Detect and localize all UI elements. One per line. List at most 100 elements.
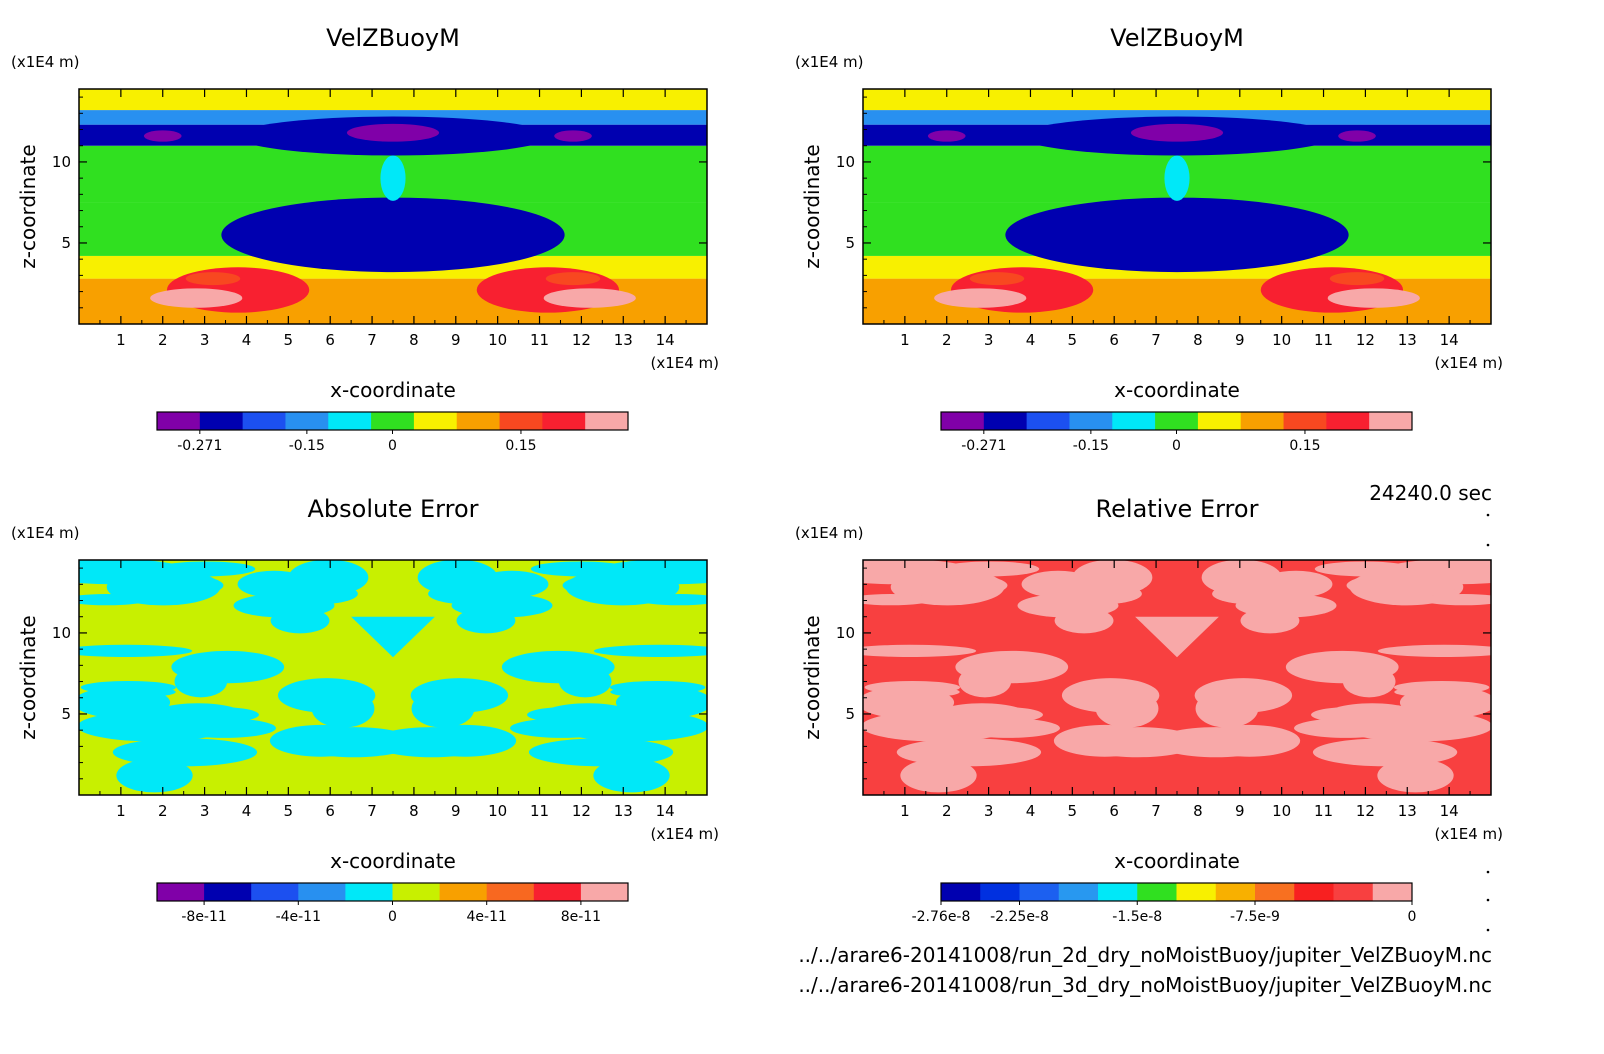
contour-field — [79, 560, 707, 795]
contour-patch-13-1 — [1346, 573, 1458, 598]
margin-dot — [1486, 543, 1490, 547]
contour-patch-6-1 — [1195, 689, 1259, 728]
y-tick-label: 10 — [836, 153, 855, 171]
colorbar-swatch — [413, 412, 458, 430]
chart-title: Absolute Error — [307, 495, 478, 523]
colorbar-swatch — [499, 412, 543, 430]
y-tick-label: 5 — [61, 705, 71, 723]
colorbar-swatch — [983, 412, 1028, 430]
colorbar-label: -0.271 — [961, 438, 1006, 454]
colorbar-swatch — [392, 883, 441, 901]
colorbar-swatch — [157, 883, 205, 901]
x-tick-label: 4 — [1026, 802, 1036, 820]
x-tick-label: 2 — [158, 331, 168, 349]
colorbar-swatch — [1112, 412, 1156, 430]
y-tick-label: 5 — [845, 705, 855, 723]
colorbar-swatch — [1240, 412, 1285, 430]
chart-panel-0: VelZBuoyM (x1E4 m) (x1E4 m) x-coordinate z-c… — [11, 24, 719, 454]
y-axis-label: z-coordinate — [16, 615, 40, 739]
contour-patch-12-0 — [156, 561, 256, 577]
colorbar-swatch — [1333, 883, 1374, 901]
x-tick-label: 7 — [1151, 331, 1161, 349]
colorbar-swatch — [456, 412, 501, 430]
colorbar-swatch — [1155, 412, 1199, 430]
colorbar-frame — [940, 882, 1413, 902]
x-tick-label: 5 — [1068, 802, 1078, 820]
contour-region-9 — [543, 288, 636, 308]
y-tick-label: 10 — [52, 624, 71, 642]
colorbar-label: -0.15 — [289, 438, 325, 454]
y-unit-label: (x1E4 m) — [11, 53, 80, 71]
colorbar-swatch — [204, 883, 252, 901]
colorbar-label: -8e-11 — [181, 909, 226, 925]
x-tick-label: 14 — [656, 331, 675, 349]
contour-field — [863, 89, 1491, 324]
x-tick-label: 6 — [1109, 802, 1119, 820]
chart-title: VelZBuoyM — [326, 24, 460, 52]
x-axis-label: x-coordinate — [330, 378, 456, 402]
x-tick-label: 1 — [900, 331, 910, 349]
contour-patch-18-0 — [1072, 560, 1153, 596]
x-tick-label: 1 — [116, 802, 126, 820]
contour-patch-13-0 — [896, 573, 1008, 598]
colorbar-swatch — [486, 883, 535, 901]
contour-patch-5-0 — [174, 665, 228, 698]
x-tick-label: 11 — [530, 331, 549, 349]
contour-patch-5-1 — [558, 665, 612, 698]
colorbar-swatch — [328, 412, 372, 430]
colorbar-label: -7.5e-9 — [1230, 909, 1280, 925]
contour-patch-18-1 — [1201, 560, 1282, 596]
contour-region-12 — [1164, 155, 1190, 201]
x-tick-label: 5 — [284, 331, 294, 349]
contour-patch-8-1 — [593, 644, 707, 657]
y-tick-label: 10 — [52, 153, 71, 171]
colorbar-label: 0 — [388, 438, 397, 454]
margin-dot — [1486, 513, 1490, 517]
contour-patch-17-1 — [1235, 593, 1337, 618]
colorbar-label: 0.15 — [1289, 438, 1320, 454]
contour-patch-23-1 — [371, 727, 493, 758]
contour-region-9 — [1327, 288, 1420, 308]
x-tick-label: 1 — [900, 802, 910, 820]
contour-patch-17-0 — [233, 593, 335, 618]
contour-patch-17-0 — [1017, 593, 1119, 618]
chart-panel-1: VelZBuoyM (x1E4 m) (x1E4 m) x-coordinate z-c… — [795, 24, 1503, 454]
colorbar-swatch — [251, 883, 299, 901]
contour-patch-1-1 — [637, 594, 707, 606]
chart-title: Relative Error — [1096, 495, 1259, 523]
contour-region-3 — [1130, 123, 1224, 142]
chart-panel-3: Relative Error (x1E4 m) (x1E4 m) x-coordina… — [795, 495, 1503, 925]
contour-patch-1-1 — [1421, 594, 1491, 606]
x-tick-label: 13 — [1398, 802, 1417, 820]
x-unit-label: (x1E4 m) — [1434, 825, 1503, 843]
margin-dot — [1486, 898, 1490, 902]
colorbar-label: 8e-11 — [561, 909, 601, 925]
contour-region-1 — [256, 218, 530, 258]
colorbar-swatch — [298, 883, 346, 901]
contour-patch-1-0 — [863, 594, 933, 606]
contour-patch-22-0 — [959, 706, 1043, 723]
contour-patch-24-0 — [172, 718, 276, 738]
x-tick-label: 5 — [284, 802, 294, 820]
time-label: 24240.0 sec — [1369, 481, 1492, 505]
x-tick-label: 14 — [656, 802, 675, 820]
x-tick-label: 11 — [1314, 802, 1333, 820]
x-unit-label: (x1E4 m) — [650, 354, 719, 372]
colorbar-swatch — [542, 412, 586, 430]
x-tick-label: 11 — [530, 802, 549, 820]
contour-region-10 — [185, 272, 241, 286]
contour-region-10 — [969, 272, 1025, 286]
x-tick-label: 8 — [1193, 331, 1203, 349]
colorbar-swatch — [1019, 883, 1060, 901]
colorbar-label: 0 — [388, 909, 397, 925]
colorbar-label: 0 — [1172, 438, 1181, 454]
colorbar-swatch — [1098, 883, 1138, 901]
x-tick-label: 4 — [242, 802, 252, 820]
x-unit-label: (x1E4 m) — [1434, 354, 1503, 372]
x-tick-label: 14 — [1440, 331, 1459, 349]
colorbar-swatch — [1058, 883, 1099, 901]
contour-region-5 — [554, 130, 592, 142]
x-tick-label: 3 — [984, 802, 994, 820]
colorbar-swatch — [439, 883, 488, 901]
